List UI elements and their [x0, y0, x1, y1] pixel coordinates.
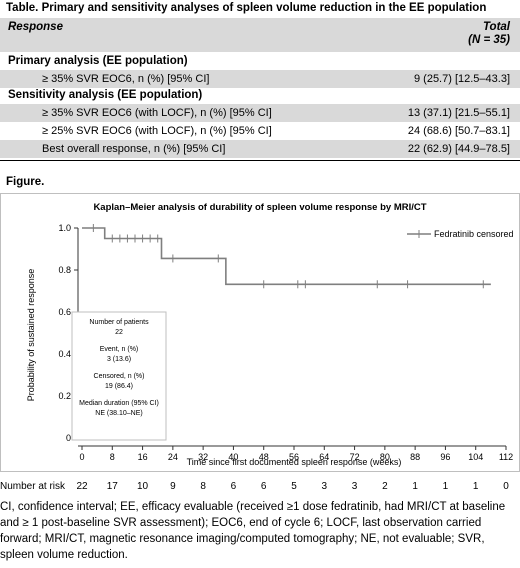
- row-label: ≥ 35% SVR EOC6, n (%) [95% CI]: [42, 73, 210, 85]
- inset-box: [71, 311, 167, 441]
- risk-value: 0: [503, 481, 509, 492]
- risk-value: 10: [137, 481, 149, 492]
- header-total: Total (N = 35): [468, 21, 510, 47]
- risk-value: 1: [442, 481, 449, 492]
- footnote: CI, confidence interval; EE, efficacy ev…: [0, 501, 506, 561]
- row-value: 9 (25.7) [12.5–43.3]: [413, 73, 510, 85]
- table-header: Response Total (N = 35): [0, 18, 520, 52]
- risk-value: 6: [230, 481, 237, 492]
- x-tick-label: 16: [138, 452, 148, 462]
- x-tick-label: 48: [259, 452, 269, 462]
- risk-value: 3: [321, 481, 328, 492]
- inset-median-value: NE (38.10–NE): [95, 410, 142, 417]
- risk-value: 1: [472, 481, 479, 492]
- table-row: ≥ 25% SVR EOC6 (with LOCF), n (%) [95% C…: [0, 122, 520, 140]
- table-row: ≥ 35% SVR EOC6 (with LOCF), n (%) [95% C…: [0, 104, 520, 122]
- y-tick-label: 0.2: [58, 391, 71, 401]
- risk-value: 8: [200, 481, 206, 492]
- row-label: Best overall response, n (%) [95% CI]: [42, 143, 226, 155]
- x-tick-label: 104: [468, 452, 483, 462]
- y-axis-label: Probability of sustained response: [26, 269, 36, 402]
- y-tick-label: 0.4: [58, 349, 71, 359]
- header-total-n: (N = 35): [468, 34, 510, 46]
- number-at-risk-row: Number at risk 22 17 10 9 8 6 6 5 3 3 2 1 1 1 0: [0, 478, 520, 494]
- risk-label: Number at risk: [0, 481, 66, 492]
- legend-label: Fedratinib censored: [434, 229, 514, 239]
- section-primary-heading: Primary analysis (EE population): [8, 55, 188, 67]
- row-label: ≥ 25% SVR EOC6 (with LOCF), n (%) [95% C…: [42, 125, 272, 137]
- risk-value: 3: [351, 481, 358, 492]
- inset-censored-label: Censored, n (%): [94, 373, 145, 380]
- section-sensitivity-heading: Sensitivity analysis (EE population): [8, 89, 203, 101]
- risk-value: 1: [412, 481, 418, 492]
- x-tick-label: 40: [228, 452, 238, 462]
- inset-median-label: Median duration (95% CI): [79, 400, 159, 407]
- x-tick-label: 56: [289, 452, 299, 462]
- inset-event-value: 3 (13.6): [107, 356, 131, 363]
- figure-label: Figure.: [6, 176, 45, 188]
- inset-event-label: Event, n (%): [100, 346, 139, 353]
- y-tick-label: 0.8: [58, 265, 71, 275]
- risk-value: 17: [106, 481, 118, 492]
- x-tick-label: 72: [350, 452, 360, 462]
- inset-patients-value: 22: [115, 329, 123, 336]
- risk-value: 6: [260, 481, 267, 492]
- x-tick-label: 0: [79, 452, 84, 462]
- x-tick-label: 96: [440, 452, 450, 462]
- risk-value: 22: [76, 481, 88, 492]
- risk-value: 5: [291, 481, 297, 492]
- inset-text: Number of patients 22 Event, n (%) 3 (13…: [79, 319, 159, 417]
- inset-patients-label: Number of patients: [89, 319, 149, 326]
- chart-axes: 0 0.2 0.4 0.6 0.8 1.0 0 8 16 24 32 40 48 56 64 72 80 88 96…: [58, 223, 513, 462]
- x-tick-label: 8: [110, 452, 115, 462]
- header-total-label: Total: [482, 21, 510, 33]
- x-tick-label: 88: [410, 452, 420, 462]
- x-axis-label: Time since first documented spleen respo…: [187, 457, 402, 467]
- x-tick-label: 80: [380, 452, 390, 462]
- y-tick-label: 1.0: [58, 223, 71, 233]
- x-tick-label: 112: [499, 452, 513, 462]
- table-row: ≥ 35% SVR EOC6, n (%) [95% CI] 9 (25.7) …: [0, 70, 520, 88]
- header-response: Response: [8, 21, 63, 33]
- row-value: 13 (37.1) [21.5–55.1]: [407, 107, 510, 119]
- km-chart: Kaplan–Meier analysis of durability of s…: [26, 202, 514, 467]
- table-title: Table. Primary and sensitivity analyses …: [6, 2, 487, 14]
- table-bottom-rule: [0, 160, 520, 161]
- chart-marks: [82, 224, 491, 289]
- row-value: 22 (62.9) [44.9–78.5]: [407, 143, 510, 155]
- x-tick-label: 32: [198, 452, 208, 462]
- y-tick-label: 0: [66, 433, 71, 443]
- x-tick-label: 64: [319, 452, 329, 462]
- row-label: ≥ 35% SVR EOC6 (with LOCF), n (%) [95% C…: [42, 107, 272, 119]
- x-tick-label: 24: [168, 452, 178, 462]
- table-row: Best overall response, n (%) [95% CI] 22…: [0, 140, 520, 158]
- km-step-line: [82, 227, 491, 286]
- y-tick-label: 0.6: [58, 307, 71, 317]
- risk-value: 9: [170, 481, 176, 492]
- risk-value: 2: [382, 481, 388, 492]
- chart-title: Kaplan–Meier analysis of durability of s…: [93, 202, 426, 213]
- inset-censored-value: 19 (86.4): [105, 383, 133, 390]
- row-value: 24 (68.6) [50.7–83.1]: [407, 125, 510, 137]
